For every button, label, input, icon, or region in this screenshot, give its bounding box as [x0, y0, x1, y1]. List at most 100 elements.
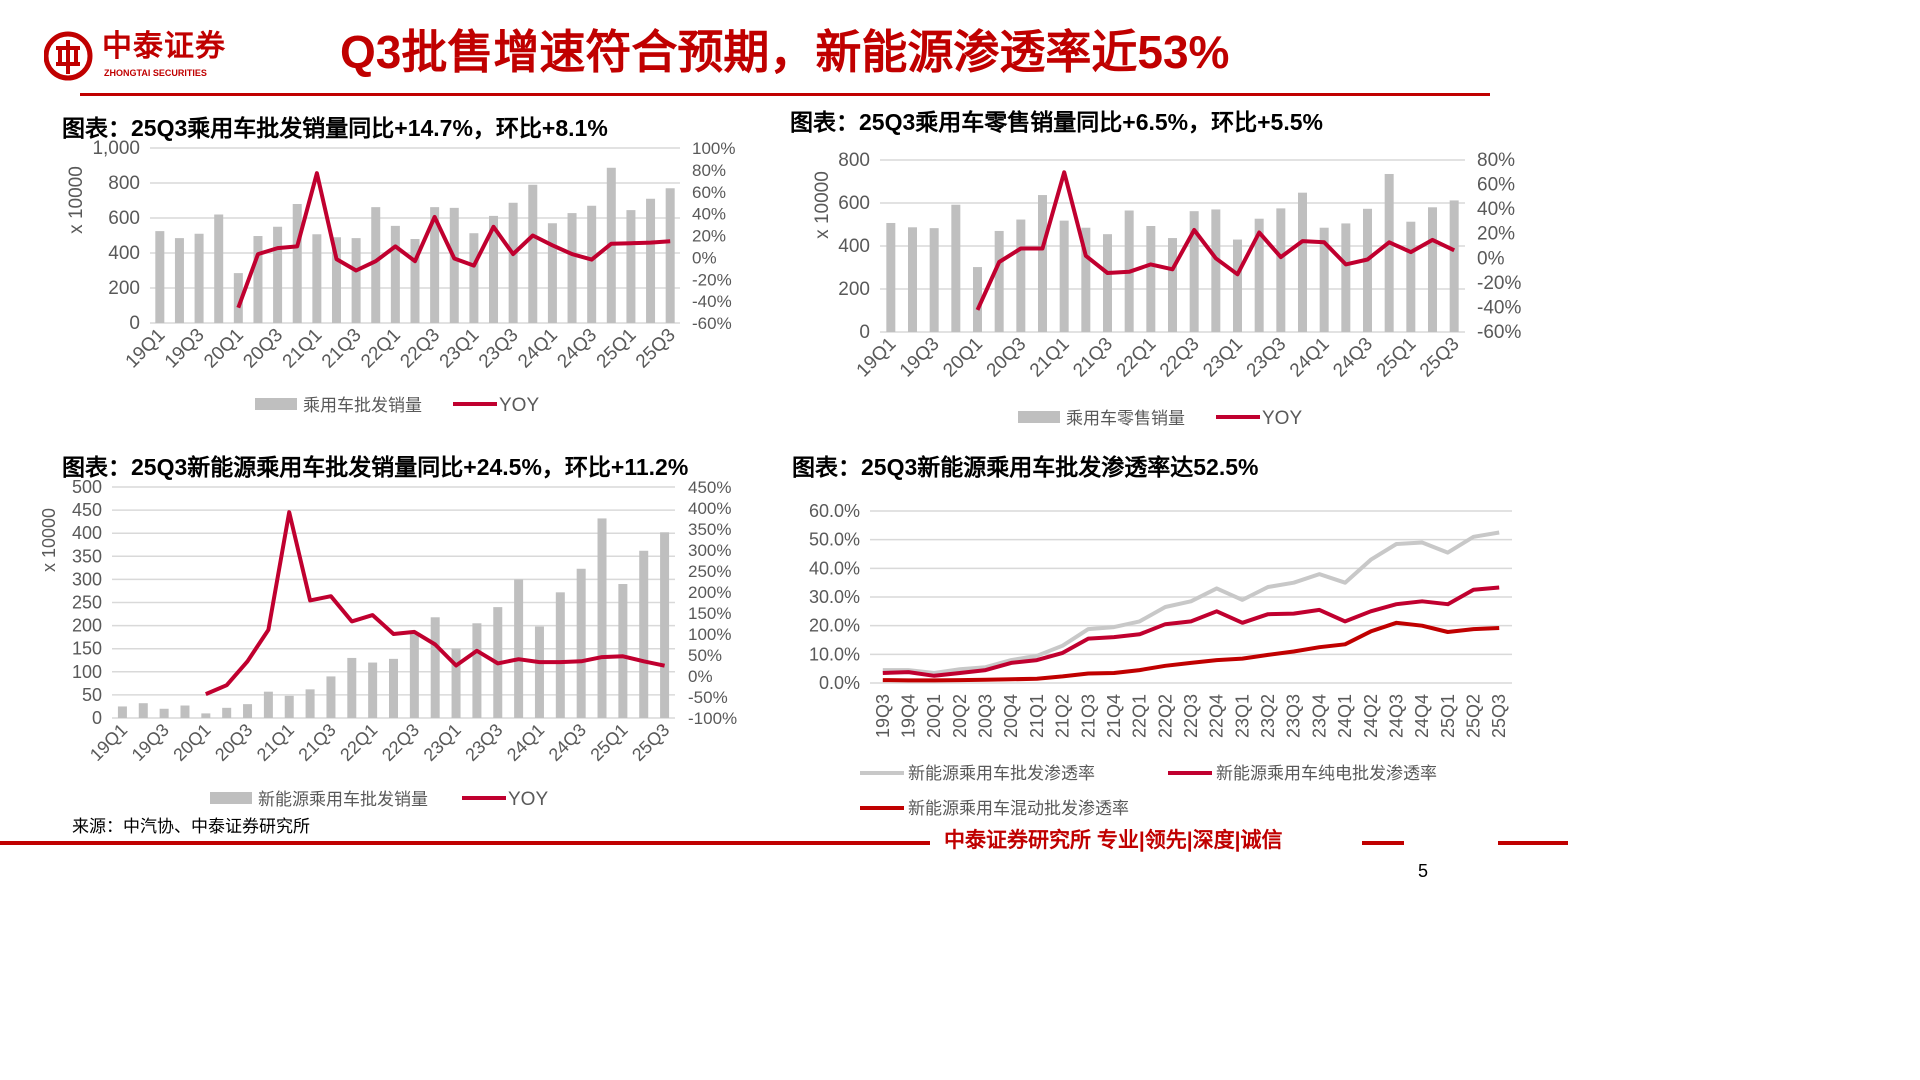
legend-label: 新能源乘用车混动批发渗透率 [908, 799, 1129, 818]
bar [351, 238, 361, 323]
x-tick-label: 20Q1 [169, 720, 214, 765]
bar [273, 226, 283, 323]
y2-tick-label: 400% [688, 499, 731, 518]
x-tick-label: 21Q1 [279, 325, 327, 373]
bar [1384, 173, 1394, 332]
y-tick-label: 0 [129, 313, 140, 334]
bar [514, 579, 524, 718]
y2-tick-label: 50% [688, 646, 722, 665]
x-tick-label: 21Q4 [1104, 694, 1124, 738]
y-tick-label: 0.0% [819, 673, 860, 693]
page-number: 5 [1418, 861, 1429, 881]
x-tick-label: 21Q3 [1069, 334, 1117, 382]
chart-2-title: 图表：25Q3乘用车零售销量同比+6.5%，环比+5.5% [790, 109, 1323, 135]
x-tick-label: 25Q3 [628, 720, 673, 765]
bar [973, 267, 982, 332]
bar [222, 707, 232, 718]
y-tick-label: 350 [72, 546, 102, 566]
x-tick-label: 21Q3 [1078, 694, 1098, 738]
bar [597, 518, 607, 718]
x-tick-label: 22Q2 [1155, 694, 1175, 738]
bar [1016, 219, 1026, 332]
bar [159, 708, 169, 718]
bar [1233, 239, 1242, 332]
x-tick-label: 23Q1 [420, 720, 465, 765]
y2-tick-label: -20% [1477, 273, 1521, 294]
chart-3: 0 50 100 150 200 250 300 350 400 450 500 -100% -50% 0… [39, 477, 737, 810]
x-tick-label: 21Q3 [294, 720, 339, 765]
bar [390, 225, 400, 323]
y-tick-label: 800 [838, 150, 870, 171]
report-page: 中泰证券 ZHONGTAI SECURITIES Q3批售增速符合预期，新能源渗… [0, 26, 1568, 881]
bar [1449, 200, 1459, 332]
bar [576, 568, 586, 718]
bar [1276, 208, 1286, 332]
legend-label: YOY [1262, 408, 1302, 429]
y2-tick-label: -20% [692, 270, 732, 289]
x-tick-label: 24Q1 [503, 720, 548, 765]
bar [639, 550, 649, 718]
bar [449, 207, 459, 323]
bar [430, 207, 440, 323]
y2-tick-label: 60% [1477, 175, 1515, 196]
x-tick-label: 19Q4 [899, 694, 919, 738]
y2-tick-label: 0% [692, 248, 717, 267]
x-tick-label: 24Q3 [1329, 334, 1377, 382]
x-tick-label: 20Q4 [1001, 694, 1021, 738]
x-tick-label: 23Q3 [475, 325, 523, 373]
bar [547, 223, 557, 323]
y-tick-label: 50.0% [809, 530, 860, 550]
x-tick-label: 23Q1 [1199, 334, 1247, 382]
y-tick-label: 100 [72, 662, 102, 682]
x-tick-label: 25Q3 [632, 325, 680, 373]
chart-4: 0.0% 10.0% 20.0% 30.0% 40.0% 50.0% 60.0% 19Q3 19… [809, 501, 1512, 818]
x-tick-label: 22Q1 [336, 720, 381, 765]
bar [908, 227, 917, 332]
x-tick-label: 19Q3 [896, 334, 944, 382]
bar [347, 657, 357, 718]
x-tick-label: 22Q1 [1113, 334, 1161, 382]
bar [1406, 221, 1416, 332]
legend-label: 乘用车批发销量 [303, 396, 422, 415]
x-tick-label: 22Q3 [1156, 334, 1204, 382]
bar [253, 236, 263, 323]
y2-tick-label: 0% [688, 667, 713, 686]
bar [263, 691, 273, 718]
y-tick-label: 1,000 [92, 138, 140, 159]
zhongtai-logo-icon [44, 31, 93, 81]
x-tick-label: 23Q3 [1284, 694, 1304, 738]
chart-2: 0 200 400 600 800 -60% -40% -20% 0% 20% 40% 60% 80% x… [812, 150, 1521, 429]
y2-tick-label: 20% [692, 227, 726, 246]
x-tick-label: 20Q2 [950, 694, 970, 738]
y-tick-label: 60.0% [809, 501, 860, 521]
y-tick-label: 800 [108, 173, 140, 194]
y2-tick-label: 80% [692, 161, 726, 180]
bar [660, 532, 670, 718]
x-tick-label: 23Q3 [1243, 334, 1291, 382]
y-axis-label: x 10000 [66, 166, 87, 234]
bar [469, 233, 479, 323]
x-tick-label: 20Q1 [939, 334, 987, 382]
bar [1146, 226, 1156, 332]
bar [409, 632, 419, 718]
x-tick-label: 22Q3 [396, 325, 444, 373]
x-tick-label: 21Q2 [1053, 694, 1073, 738]
x-tick-label: 21Q1 [253, 720, 298, 765]
bar [155, 231, 165, 323]
x-tick-label: 22Q3 [1181, 694, 1201, 738]
y2-tick-label: 60% [692, 183, 726, 202]
x-tick-label: 24Q1 [1286, 334, 1334, 382]
x-tick-label: 25Q1 [593, 325, 641, 373]
bar [951, 204, 961, 332]
y2-tick-label: -60% [1477, 322, 1521, 343]
y2-tick-label: 150% [688, 604, 731, 623]
legend-bar-swatch [210, 792, 252, 804]
source-note: 来源：中汽协、中泰证券研究所 [72, 817, 310, 836]
x-tick-label: 21Q3 [318, 325, 366, 373]
x-tick-label: 23Q1 [436, 325, 484, 373]
bar [1059, 220, 1069, 332]
x-tick-label: 19Q3 [161, 325, 209, 373]
x-tick-label: 22Q3 [378, 720, 423, 765]
x-tick-label: 25Q1 [1438, 694, 1458, 738]
y-tick-label: 30.0% [809, 587, 860, 607]
